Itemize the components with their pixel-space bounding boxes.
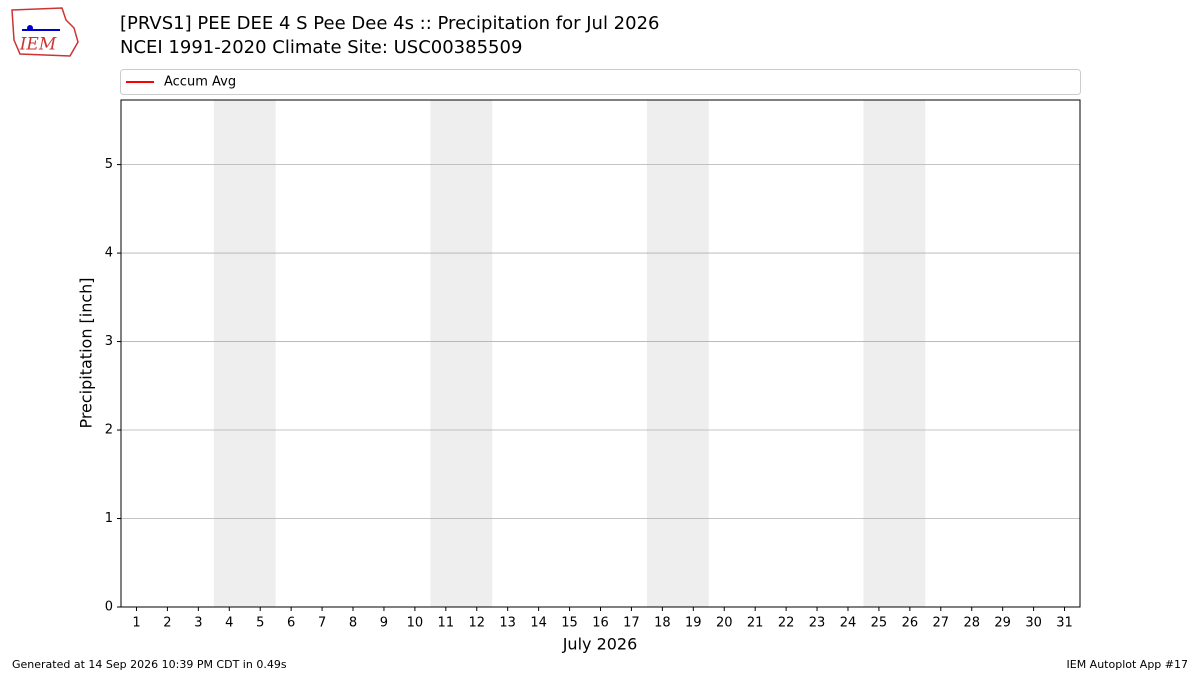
x-tick-label: 23 [809, 616, 826, 631]
x-tick-label: 3 [194, 616, 202, 631]
x-tick-label: 11 [438, 616, 455, 631]
weekend-shade [430, 100, 493, 607]
x-tick-label: 22 [778, 616, 795, 631]
x-tick-label: 19 [685, 616, 702, 631]
x-tick-label: 24 [840, 616, 857, 631]
y-tick-label: 5 [105, 157, 113, 172]
x-tick-label: 28 [963, 616, 980, 631]
footer-right: IEM Autoplot App #17 [1067, 658, 1189, 671]
x-tick-label: 15 [561, 616, 578, 631]
x-tick-label: 16 [592, 616, 609, 631]
chart-subtitle: NCEI 1991-2020 Climate Site: USC00385509 [120, 37, 522, 58]
x-tick-label: 18 [654, 616, 671, 631]
weekend-shade [213, 100, 276, 607]
x-tick-label: 13 [499, 616, 516, 631]
x-tick-label: 10 [407, 616, 424, 631]
plot-frame [120, 99, 1081, 608]
logo: IEM [11, 7, 79, 57]
footer-left: Generated at 14 Sep 2026 10:39 PM CDT in… [12, 658, 287, 671]
y-tick-label: 2 [105, 423, 113, 438]
chart-title: [PRVS1] PEE DEE 4 S Pee Dee 4s :: Precip… [120, 13, 659, 34]
x-tick-label: 6 [287, 616, 295, 631]
legend-box [120, 69, 1081, 95]
x-tick-label: 14 [530, 616, 547, 631]
x-tick-label: 17 [623, 616, 640, 631]
x-tick-label: 27 [933, 616, 950, 631]
y-tick-label: 0 [105, 600, 113, 615]
x-tick-label: 4 [225, 616, 233, 631]
y-tick-label: 1 [105, 511, 113, 526]
y-axis-label: Precipitation [inch] [77, 277, 96, 428]
x-tick-label: 29 [994, 616, 1011, 631]
legend-label: Accum Avg [164, 75, 236, 90]
x-tick-label: 9 [380, 616, 388, 631]
x-tick-label: 31 [1056, 616, 1073, 631]
x-tick-label: 30 [1025, 616, 1042, 631]
y-tick-label: 3 [105, 334, 113, 349]
x-tick-label: 1 [132, 616, 140, 631]
x-tick-label: 7 [318, 616, 326, 631]
y-tick-label: 4 [105, 246, 113, 261]
weekend-shade [646, 100, 709, 607]
x-tick-label: 8 [349, 616, 357, 631]
x-tick-label: 2 [163, 616, 171, 631]
x-tick-label: 20 [716, 616, 733, 631]
x-tick-label: 5 [256, 616, 264, 631]
x-tick-label: 26 [902, 616, 919, 631]
logo-text: IEM [19, 35, 57, 55]
x-axis-label: July 2026 [562, 635, 638, 654]
x-tick-label: 12 [468, 616, 485, 631]
x-tick-label: 21 [747, 616, 764, 631]
weekend-shade [863, 100, 926, 607]
x-tick-label: 25 [871, 616, 888, 631]
